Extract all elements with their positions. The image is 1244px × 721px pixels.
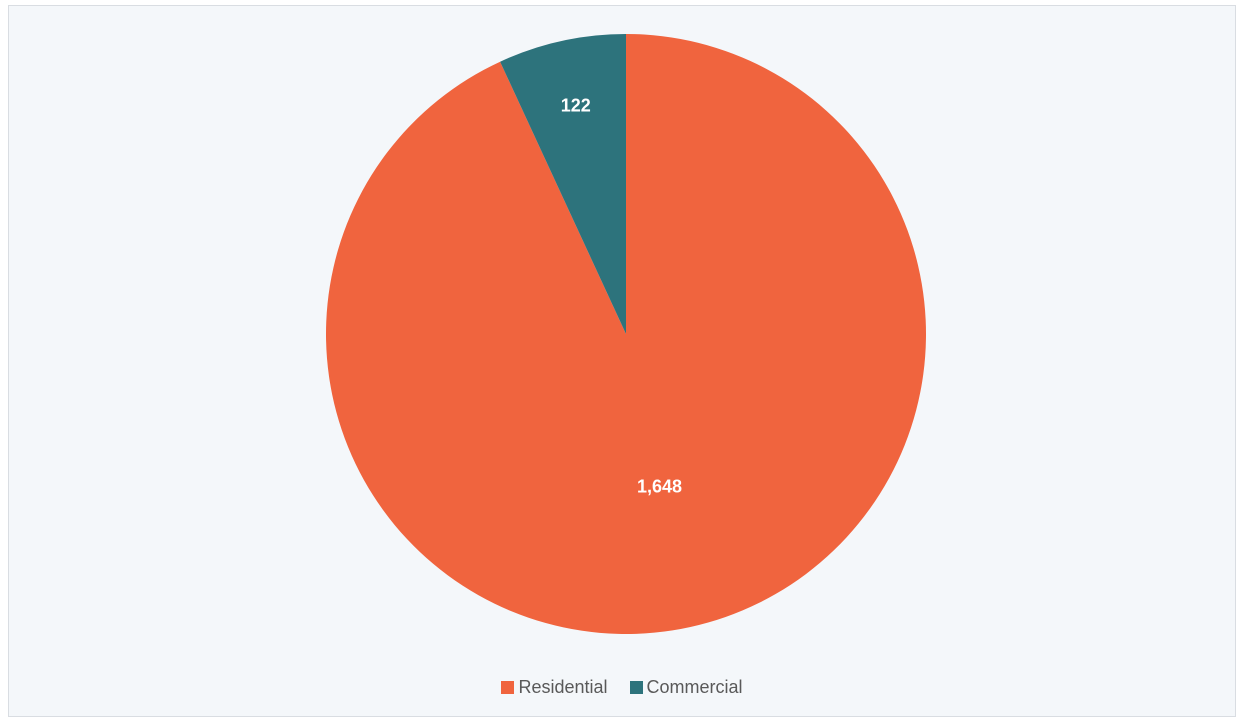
data-label-residential: 1,648 bbox=[637, 476, 682, 496]
chart-legend: Residential Commercial bbox=[0, 677, 1244, 698]
data-label-commercial: 122 bbox=[561, 95, 591, 115]
legend-item-commercial: Commercial bbox=[629, 677, 743, 698]
pie-slice-commercial bbox=[500, 34, 626, 334]
legend-swatch-residential bbox=[501, 681, 515, 694]
pie-slice-residential bbox=[326, 34, 927, 634]
legend-label-residential: Residential bbox=[518, 677, 608, 697]
legend-swatch-commercial bbox=[629, 681, 643, 694]
legend-label-commercial: Commercial bbox=[646, 677, 743, 697]
legend-item-residential: Residential bbox=[501, 677, 608, 698]
